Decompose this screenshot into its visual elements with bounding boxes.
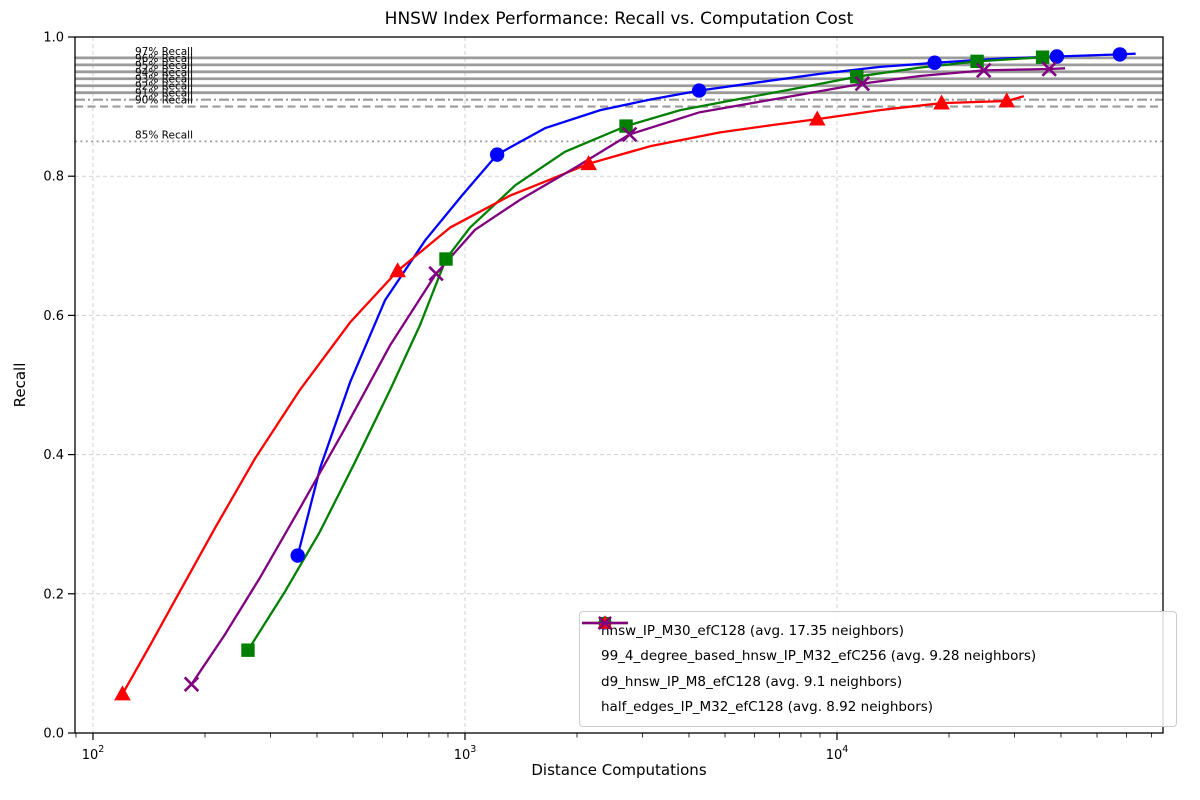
y-tick-label: 1.0 [43, 31, 64, 46]
y-tick-label: 0.4 [43, 448, 64, 463]
legend-item-label: hnsw_IP_M30_efC128 (avg. 17.35 neighbors… [601, 622, 904, 639]
reference-line-label: 93% Recall [135, 74, 193, 86]
y-tick-label: 0.2 [43, 587, 64, 602]
reference-line-label: 92% Recall [135, 81, 193, 93]
series-marker-d9-hnsw-ip-m8-efc128-triangle-icon [114, 685, 131, 701]
series-marker-d9-hnsw-ip-m8-efc128-triangle-icon [998, 92, 1016, 108]
reference-line-label: 97% Recall [135, 46, 193, 58]
legend: hnsw_IP_M30_efC128 (avg. 17.35 neighbors… [579, 611, 1177, 727]
series-line-hnsw-ip-m30-efc128 [296, 52, 1136, 556]
chart-title: HNSW Index Performance: Recall vs. Compu… [384, 9, 854, 29]
series-marker-half-edges-ip-m32-efc128-x-icon [621, 126, 638, 143]
legend-sample-half-edges-ip-m32-efc128 [582, 616, 628, 630]
series-marker-99-4-degree-based-hnsw-ip-m32-efc256-square-icon [241, 643, 255, 657]
x-tick-label: 104 [826, 744, 849, 763]
series-marker-half-edges-ip-m32-efc128-x-icon [183, 676, 200, 692]
series-marker-99-4-degree-based-hnsw-ip-m32-efc256-square-icon [970, 54, 984, 69]
legend-item: half_edges_IP_M32_efC128 (avg. 8.92 neig… [582, 616, 1164, 720]
series-marker-d9-hnsw-ip-m8-efc128-triangle-icon [580, 155, 597, 171]
series-marker-99-4-degree-based-hnsw-ip-m32-efc256-square-icon [619, 119, 633, 133]
series-marker-half-edges-ip-m32-efc128-x-icon [854, 75, 871, 92]
reference-line-label: 95% Recall [135, 60, 193, 72]
y-tick-label: 0.6 [43, 309, 64, 324]
series-marker-half-edges-ip-m32-efc128-x-icon [976, 62, 992, 79]
y-axis-label: Recall [11, 362, 29, 408]
series-marker-hnsw-ip-m30-efc128-circle-icon [290, 548, 305, 563]
series-marker-half-edges-ip-m32-efc128-x-icon [1041, 61, 1057, 77]
legend-marker-x-icon [598, 616, 612, 630]
reference-line-label: 90% Recall [135, 95, 193, 107]
series-marker-hnsw-ip-m30-efc128-circle-icon [691, 83, 707, 98]
legend-item: 99_4_degree_based_hnsw_IP_M32_efC256 (av… [582, 616, 1164, 669]
series-marker-99-4-degree-based-hnsw-ip-m32-efc256-square-icon [1035, 50, 1050, 64]
reference-line-label: 85% Recall [135, 129, 193, 141]
series-marker-d9-hnsw-ip-m8-efc128-triangle-icon [933, 94, 950, 110]
y-tick-label: 0.8 [43, 170, 64, 185]
series-marker-hnsw-ip-m30-efc128-circle-icon [1049, 49, 1065, 64]
axes-frame [74, 36, 1164, 734]
series-marker-99-4-degree-based-hnsw-ip-m32-efc256-square-icon [439, 252, 453, 266]
legend-item: hnsw_IP_M30_efC128 (avg. 17.35 neighbors… [582, 616, 1164, 643]
x-tick-label: 102 [82, 744, 105, 763]
y-tick-label: 0.0 [43, 727, 64, 742]
reference-line-label: 91% Recall [135, 88, 193, 100]
reference-line-label: 96% Recall [135, 53, 193, 65]
series-marker-hnsw-ip-m30-efc128-circle-icon [927, 55, 942, 70]
x-axis-label: Distance Computations [531, 761, 707, 779]
series-line-d9-hnsw-ip-m8-efc128 [121, 95, 1025, 695]
series-marker-hnsw-ip-m30-efc128-circle-icon [489, 147, 505, 162]
series-line-99-4-degree-based-hnsw-ip-m32-efc256 [247, 55, 1059, 651]
legend-item-label: 99_4_degree_based_hnsw_IP_M32_efC256 (av… [601, 648, 1037, 665]
reference-line-label: 94% Recall [135, 67, 193, 79]
legend-item-label: half_edges_IP_M32_efC128 (avg. 8.92 neig… [601, 699, 934, 716]
series-marker-half-edges-ip-m32-efc128-x-icon [428, 265, 444, 282]
legend-item: d9_hnsw_IP_M8_efC128 (avg. 9.1 neighbors… [582, 615, 1164, 694]
legend-item-label: d9_hnsw_IP_M8_efC128 (avg. 9.1 neighbors… [601, 673, 903, 690]
series-marker-d9-hnsw-ip-m8-efc128-triangle-icon [389, 262, 406, 278]
x-tick-label: 103 [454, 744, 477, 763]
series-marker-hnsw-ip-m30-efc128-circle-icon [1112, 47, 1128, 62]
series-marker-d9-hnsw-ip-m8-efc128-triangle-icon [808, 110, 826, 126]
series-line-half-edges-ip-m32-efc128 [190, 67, 1066, 685]
